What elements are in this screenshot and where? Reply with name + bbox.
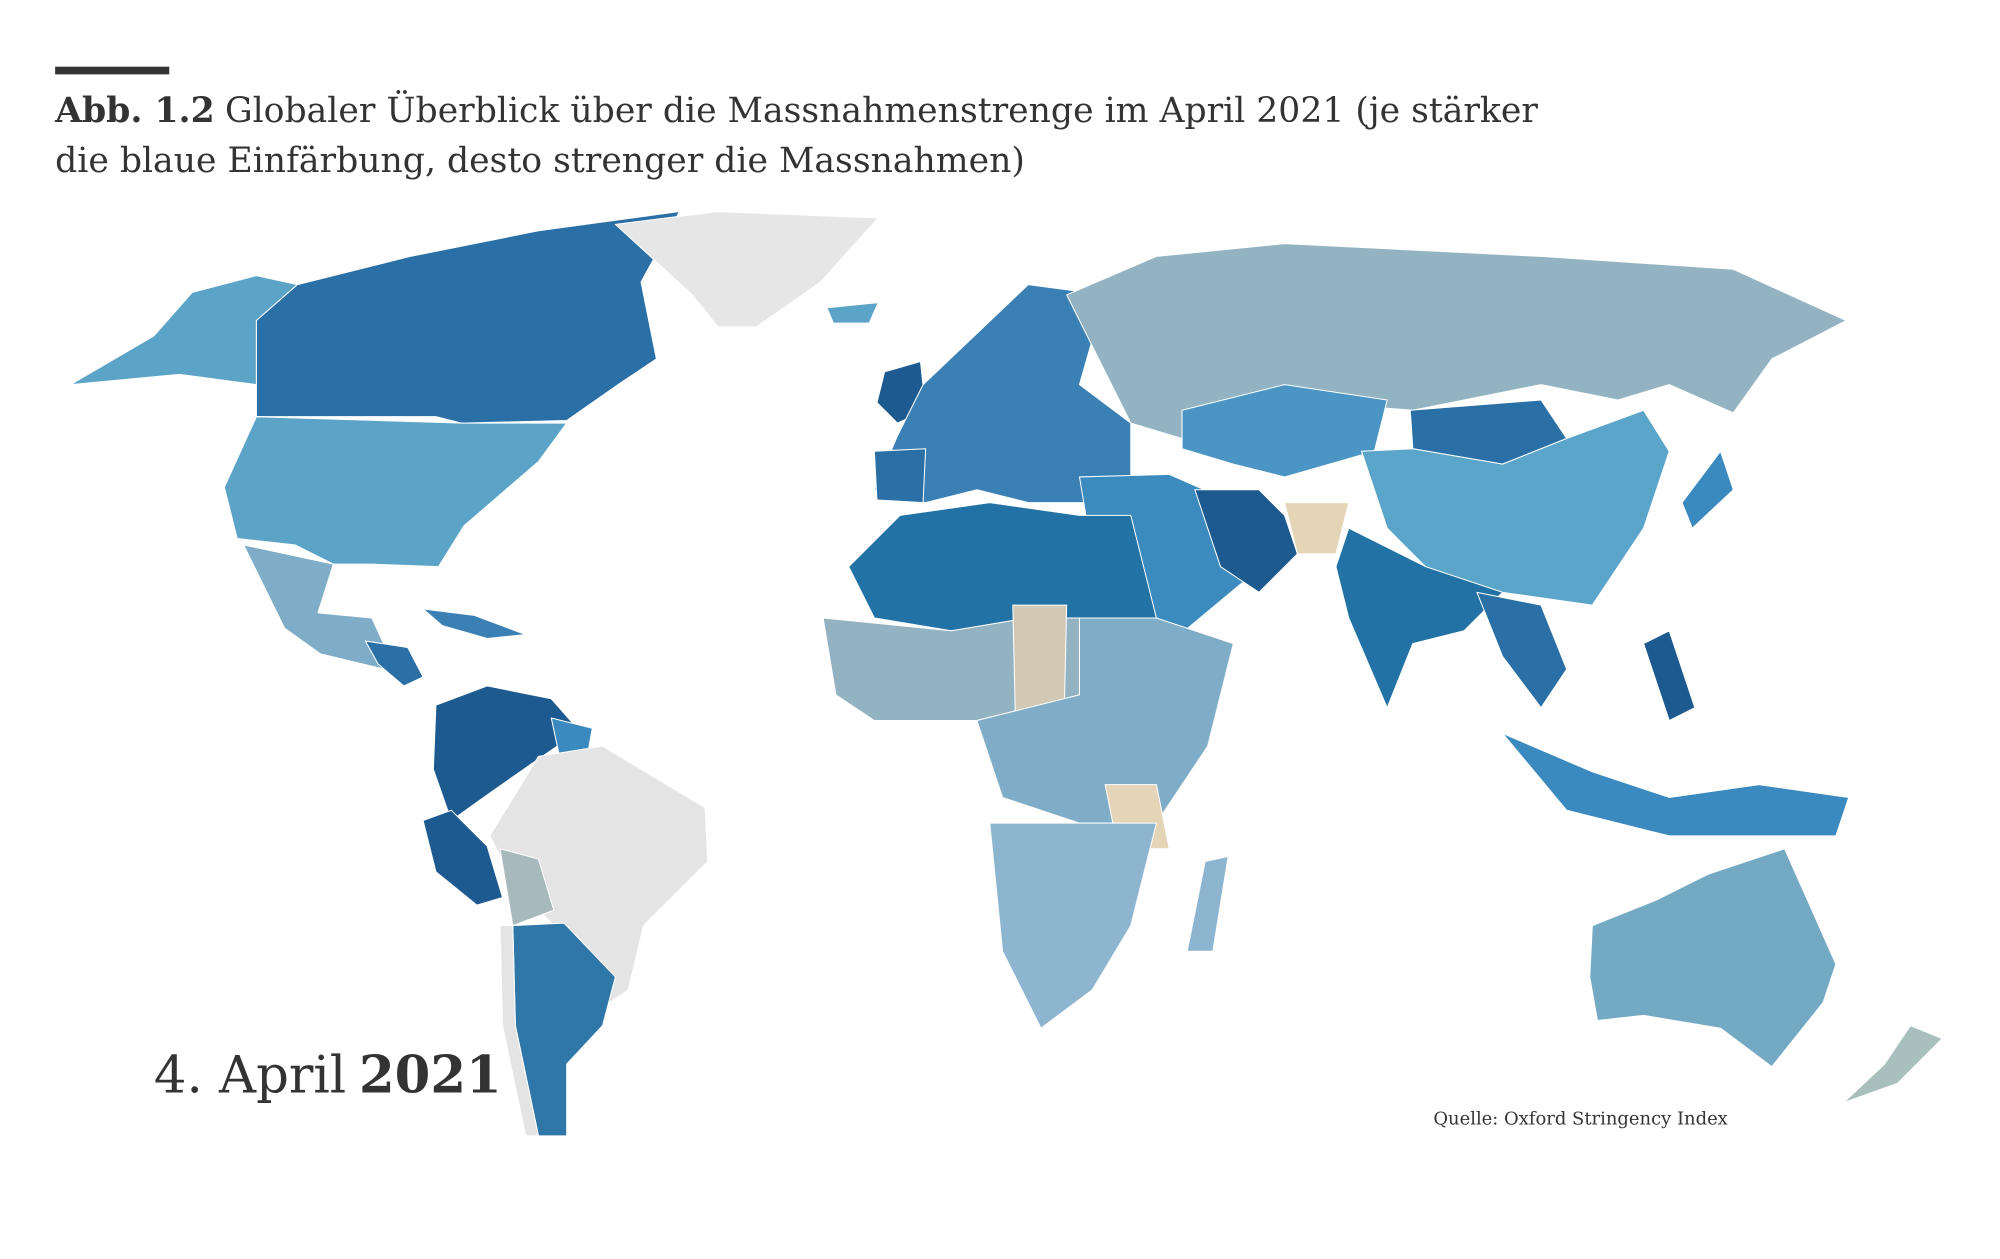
bolivia xyxy=(499,848,555,927)
central-america xyxy=(364,640,424,687)
title-line: Globaler Überblick über die Massnahmenst… xyxy=(225,89,1538,131)
date-year: 2021 xyxy=(359,1045,502,1105)
afghanistan xyxy=(1284,502,1350,555)
chile xyxy=(499,925,539,1137)
southeast-asia xyxy=(1476,591,1568,709)
iberia xyxy=(873,448,927,504)
southern-africa xyxy=(989,822,1157,1029)
north-africa xyxy=(848,502,1157,632)
greenland xyxy=(614,211,879,328)
canada xyxy=(255,211,681,424)
india xyxy=(1335,527,1504,709)
madagascar xyxy=(1186,855,1229,952)
figure-label: Abb. 1.2 xyxy=(54,91,215,131)
japan xyxy=(1681,450,1734,529)
date-day: 4. April xyxy=(154,1045,346,1105)
usa xyxy=(223,416,568,568)
australia xyxy=(1589,848,1837,1068)
china xyxy=(1361,409,1670,606)
world-map xyxy=(70,211,1943,1137)
header-rule xyxy=(55,66,170,75)
russia xyxy=(1066,243,1847,439)
date-label: 4. April 2021 xyxy=(154,1045,502,1105)
kazakhstan xyxy=(1181,384,1388,478)
caribbean xyxy=(422,608,527,639)
philippines xyxy=(1643,630,1696,722)
new-zealand xyxy=(1843,1025,1943,1104)
peru xyxy=(422,809,504,906)
source-note: Quelle: Oxford Stringency Index xyxy=(1433,1108,1727,1129)
iceland xyxy=(826,302,879,324)
figure-title: Abb. 1.2 Globaler Überblick über die Mass… xyxy=(54,89,1538,131)
title-line: die blaue Einfärbung, desto strenger die… xyxy=(55,141,1025,181)
indonesia xyxy=(1502,732,1850,837)
